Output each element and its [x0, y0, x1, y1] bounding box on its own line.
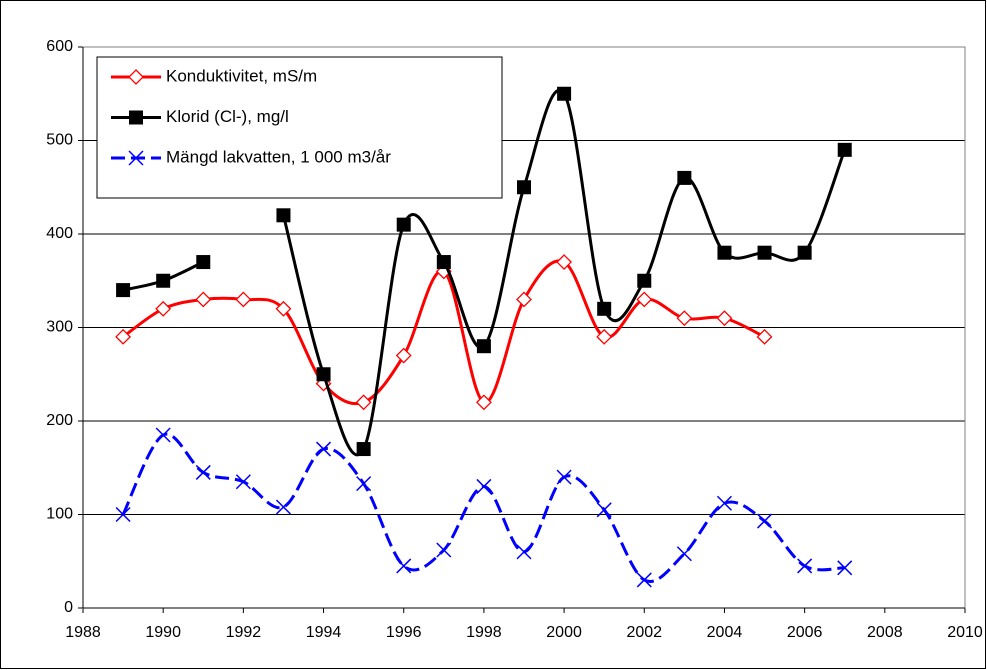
marker	[356, 476, 372, 492]
x-tick-label: 1994	[306, 624, 342, 641]
marker	[316, 441, 332, 457]
marker	[355, 394, 372, 411]
marker	[356, 442, 371, 457]
marker	[717, 245, 732, 260]
x-tick-label: 1990	[145, 624, 181, 641]
marker	[115, 328, 132, 345]
marker	[716, 310, 733, 327]
marker	[756, 328, 773, 345]
marker	[837, 142, 852, 157]
marker	[276, 208, 291, 223]
marker	[797, 558, 813, 574]
marker	[195, 291, 212, 308]
marker	[557, 86, 572, 101]
marker	[155, 427, 171, 443]
marker	[757, 513, 773, 529]
marker	[396, 217, 411, 232]
marker	[517, 180, 531, 195]
x-tick-label: 1992	[226, 624, 262, 641]
marker	[636, 291, 653, 308]
marker	[636, 572, 652, 588]
marker	[676, 546, 692, 562]
marker	[196, 255, 211, 270]
marker	[716, 495, 732, 511]
marker	[556, 254, 573, 270]
legend-box	[96, 56, 503, 199]
marker	[476, 339, 491, 354]
marker	[597, 301, 612, 316]
marker	[837, 560, 853, 576]
legend-marker	[128, 150, 144, 166]
marker	[275, 499, 291, 515]
x-tick-label: 1996	[386, 624, 422, 641]
x-tick-label: 2008	[867, 624, 903, 641]
marker	[395, 347, 412, 364]
marker	[436, 255, 451, 270]
marker	[235, 291, 252, 308]
y-tick-label: 600	[46, 38, 73, 55]
y-tick-label: 0	[64, 599, 73, 616]
legend-label: Mängd lakvatten, 1 000 m3/år	[166, 147, 391, 166]
x-tick-label: 2000	[546, 624, 582, 641]
x-tick-label: 1988	[65, 624, 101, 641]
marker	[275, 300, 292, 317]
marker	[156, 273, 171, 288]
marker	[637, 273, 652, 288]
marker	[596, 502, 612, 518]
marker	[235, 474, 251, 490]
marker	[475, 394, 492, 411]
marker	[596, 328, 613, 345]
legend-marker	[128, 69, 144, 85]
marker	[476, 478, 492, 494]
marker	[115, 506, 131, 523]
x-tick-label: 2006	[787, 624, 823, 641]
y-tick-label: 100	[46, 506, 73, 523]
marker	[155, 300, 172, 317]
x-tick-label: 2010	[947, 624, 983, 641]
marker	[436, 542, 452, 558]
marker	[677, 170, 692, 185]
marker	[556, 469, 572, 485]
marker	[116, 283, 131, 298]
legend-label: Klorid (Cl-), mg/l	[166, 107, 289, 126]
marker	[516, 291, 532, 308]
marker	[676, 310, 693, 327]
marker	[396, 558, 412, 574]
legend: Konduktivitet, mS/m Klorid (Cl-), mg/l Män…	[96, 56, 503, 199]
marker	[797, 245, 812, 260]
x-tick-label: 2004	[707, 624, 743, 641]
marker	[316, 367, 331, 382]
marker	[516, 544, 532, 560]
y-tick-label: 400	[46, 225, 73, 242]
x-tick-label: 2002	[626, 624, 662, 641]
marker	[195, 464, 211, 480]
legend-label: Konduktivitet, mS/m	[166, 66, 317, 85]
y-tick-label: 200	[46, 412, 73, 429]
y-tick-label: 300	[46, 319, 73, 336]
y-tick-label: 500	[46, 132, 73, 149]
marker	[757, 245, 772, 260]
legend-marker	[129, 110, 143, 125]
x-tick-label: 1998	[466, 624, 502, 641]
